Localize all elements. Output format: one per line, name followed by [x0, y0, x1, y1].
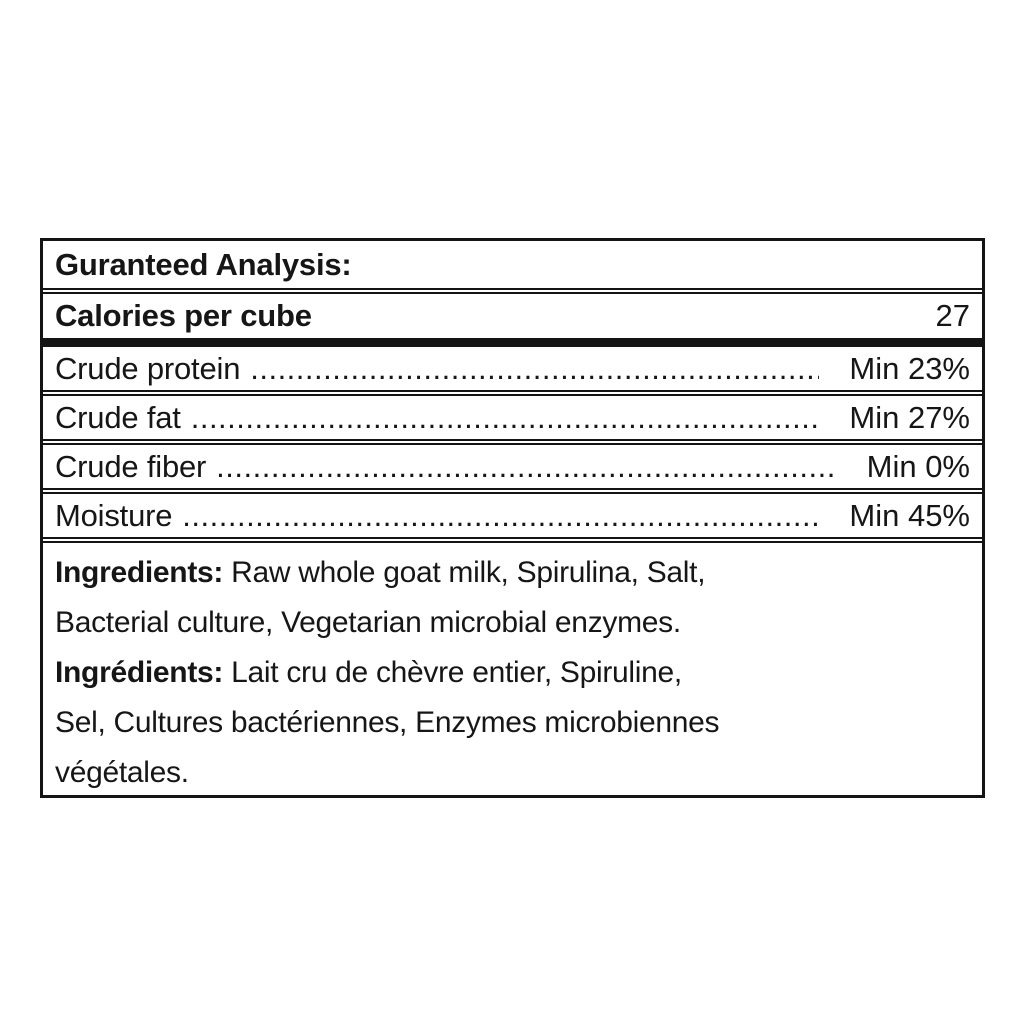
header-row: Guranteed Analysis:: [43, 241, 982, 288]
ingredients-fr-text: Lait cru de chèvre entier, Spiruline,: [223, 656, 682, 689]
dot-leader: ........................................…: [216, 448, 836, 484]
dot-leader: ........................................…: [190, 399, 820, 435]
calories-value: 27: [935, 298, 970, 333]
section-divider-bar: [43, 338, 982, 347]
analysis-value: Min 0%: [866, 448, 970, 484]
analysis-label: Moisture: [55, 497, 173, 533]
row-separator: [43, 390, 982, 396]
ingredients-fr-text: végétales.: [55, 756, 189, 789]
analysis-label: Crude fat: [55, 399, 181, 435]
analysis-row-moisture: Moisture ...............................…: [43, 494, 982, 537]
guaranteed-analysis-table: Guranteed Analysis: Calories per cube 27…: [40, 238, 985, 798]
ingredients-fr-text: Sel, Cultures bactériennes, Enzymes micr…: [55, 706, 720, 739]
analysis-row-crude-fiber: Crude fiber ............................…: [43, 445, 982, 488]
ingredients-fr-line-3: végétales.: [55, 748, 970, 795]
analysis-row-crude-fat: Crude fat ..............................…: [43, 396, 982, 439]
analysis-row-crude-protein: Crude protein ..........................…: [43, 347, 982, 390]
row-separator: [43, 439, 982, 445]
calories-row: Calories per cube 27: [43, 294, 982, 338]
analysis-value: Min 45%: [849, 497, 970, 533]
ingredients-fr-label: Ingrédients:: [55, 656, 224, 689]
ingredients-fr-line-1: Ingrédients: Lait cru de chèvre entier, …: [55, 648, 970, 698]
dot-leader: ........................................…: [250, 350, 819, 386]
ingredients-en-line-1: Ingredients: Raw whole goat milk, Spirul…: [55, 548, 970, 598]
ingredients-en-label: Ingredients:: [55, 556, 224, 589]
ingredients-en-text: Bacterial culture, Vegetarian microbial …: [55, 606, 681, 639]
ingredients-en-line-2: Bacterial culture, Vegetarian microbial …: [55, 598, 970, 648]
analysis-value: Min 23%: [849, 350, 970, 386]
ingredients-en-text: Raw whole goat milk, Spirulina, Salt,: [223, 556, 706, 589]
analysis-label: Crude fiber: [55, 448, 207, 484]
row-separator: [43, 288, 982, 294]
header-title: Guranteed Analysis:: [55, 246, 352, 282]
row-separator: [43, 488, 982, 494]
analysis-value: Min 27%: [849, 399, 970, 435]
calories-label: Calories per cube: [55, 298, 312, 333]
ingredients-section: Ingredients: Raw whole goat milk, Spirul…: [43, 543, 982, 795]
ingredients-fr-line-2: Sel, Cultures bactériennes, Enzymes micr…: [55, 698, 970, 748]
analysis-label: Crude protein: [55, 350, 241, 386]
dot-leader: ........................................…: [182, 497, 820, 533]
row-separator: [43, 537, 982, 543]
